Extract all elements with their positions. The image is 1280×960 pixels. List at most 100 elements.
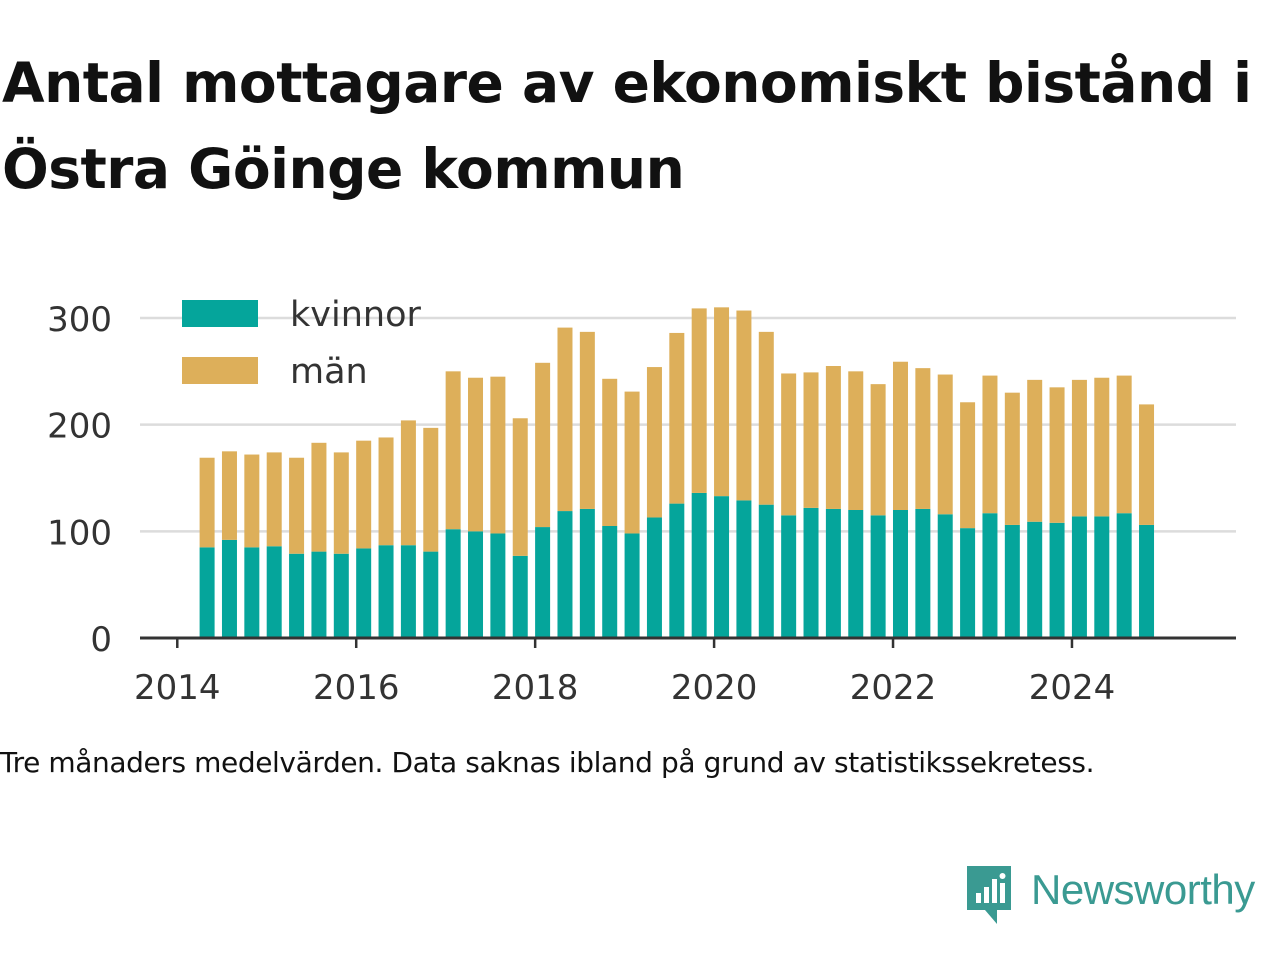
bar-men [468,377,484,532]
bar-men [535,362,551,528]
x-tick-label: 2024 [1029,668,1116,708]
bar-women [669,503,685,638]
bar-women [915,508,931,638]
bar-women [646,517,662,638]
bar-men [512,418,528,556]
bar-women [512,555,528,638]
bar-men [199,457,215,548]
bar-women [825,508,841,638]
bar-women [490,533,506,638]
bar-women [758,504,774,638]
footnote: Tre månaders medelvärden. Data saknas ib… [0,746,1095,779]
bar-men [736,310,752,501]
chart-title: Antal mottagare av ekonomiskt bistånd i … [2,51,1252,201]
bar-men [445,371,461,530]
bar-women [468,531,484,638]
bar-women [1071,516,1087,638]
x-tick-label: 2022 [850,668,937,708]
bar-women [714,496,730,638]
bar-women [557,511,573,638]
x-tick-label: 2018 [492,668,579,708]
bar-men [602,378,618,526]
bar-women [1116,513,1132,638]
bar-men [624,391,640,534]
bar-men [423,427,439,552]
bar-women [535,527,551,638]
bar-men [221,451,237,540]
bar-men [870,384,886,516]
bar-women [266,546,282,638]
y-tick-label: 200 [47,407,112,447]
bar-women [579,508,595,638]
bar-men [803,372,819,508]
bar-men [356,440,372,549]
bar-men [1139,404,1155,525]
bar-men [490,376,506,534]
bar-men [1071,379,1087,517]
bar-men [848,371,864,510]
bar-women [423,551,439,638]
x-tick-label: 2014 [134,668,221,708]
bar-men [1094,377,1110,517]
bar-women [1027,521,1043,638]
bar-women [781,515,797,638]
bar-men [333,452,349,554]
newsworthy-logo-icon [967,866,1011,924]
bar-women [602,526,618,638]
legend-label: män [290,352,368,392]
bar-women [960,528,976,638]
stacked-bar-chart: 0 100 200 300 2014 2016 2018 2020 2022 2024 kvinn… [47,295,1236,708]
bar-men [1004,392,1020,525]
bar-men [646,367,662,518]
axes: 0 100 200 300 2014 2016 2018 2020 2022 2024 [47,300,1236,708]
y-tick-label: 300 [47,300,112,340]
bar-men [758,331,774,505]
bar-men [378,437,394,546]
bar-men [1116,375,1132,514]
bar-women [1139,524,1155,638]
bar-women [937,514,953,638]
bar-men [579,331,595,509]
bar-women [311,551,327,638]
bar-women [982,513,998,638]
bar-women [333,553,349,638]
brand-logo: Newsworthy [963,862,1278,932]
y-tick-label: 100 [47,513,112,553]
legend-swatch [182,357,258,384]
bar-men [669,332,685,504]
legend: kvinnor män [182,295,421,392]
bar-men [311,442,327,552]
bar-women [400,545,416,638]
bar-men [960,402,976,529]
bars [199,307,1155,638]
bar-women [624,533,640,638]
bar-women [870,515,886,638]
bar-men [714,307,730,497]
bar-women [244,547,260,638]
bar-women [221,539,237,638]
brand-name: Newsworthy [1031,866,1255,913]
bar-men [781,373,797,516]
bar-men [244,454,260,548]
bar-men [825,366,841,509]
bar-women [378,545,394,638]
bar-women [1004,524,1020,638]
bar-women [736,500,752,638]
bar-women [445,529,461,638]
bar-men [915,368,931,509]
bar-women [892,510,908,638]
bar-men [982,375,998,514]
y-tick-label: 0 [90,620,112,660]
legend-label: kvinnor [290,295,421,335]
bar-women [848,510,864,638]
x-tick-label: 2016 [313,668,400,708]
bar-women [199,547,215,638]
bar-women [803,507,819,638]
bar-women [1094,516,1110,638]
bar-women [356,548,372,638]
legend-swatch [182,300,258,327]
bar-men [557,327,573,512]
bar-women [1049,522,1065,638]
bar-men [400,420,416,546]
bar-men [1027,379,1043,522]
